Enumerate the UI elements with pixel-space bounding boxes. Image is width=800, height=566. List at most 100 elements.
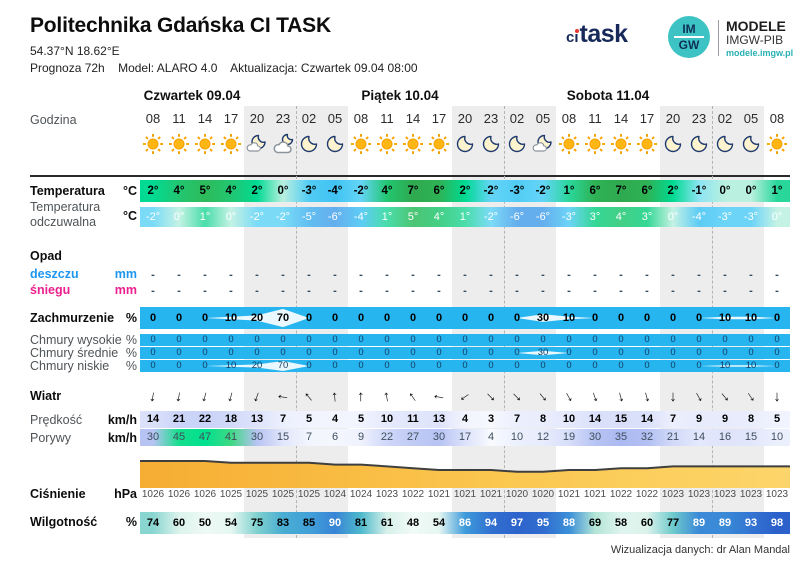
wind-gusts-strip-cell: 17 [458, 431, 472, 443]
hour-cell: 23 [691, 111, 707, 126]
wind-speed-strip-cell: 15 [614, 413, 628, 425]
imgw-logo-line1: IM [682, 22, 696, 36]
cloud-high-strip-cell: 0 [280, 334, 286, 345]
feels-like-strip-cell: 0° [667, 211, 679, 223]
snow-row-cell: - [723, 285, 727, 297]
hour-cell: 05 [535, 111, 551, 126]
wind-gusts-strip-cell: 15 [744, 431, 758, 443]
cloud-mid-strip-cell: 0 [150, 347, 156, 358]
feels-like-strip-cell: -3° [743, 211, 759, 223]
imgw-logo-line2: GW [678, 38, 700, 52]
rain-row-cell: - [385, 269, 389, 281]
citask-red-dot-icon [574, 29, 579, 34]
wind-direction-row: ↓ ↓ ↓ ↓ ↓ ↓ ↓ ↓ ↓ ↓ ↓ ↓ ↓ ↓ ↓ ↓ ↓ ↓ ↓ ↓ ↓ ↓ ↓ ↓ ↓ [140, 387, 790, 407]
wind-gusts-strip-cell: 14 [692, 431, 706, 443]
temperature-strip-cell: 6° [433, 185, 445, 197]
cloud-low-strip-cell: 0 [436, 360, 442, 371]
rain-row-cell: - [515, 269, 519, 281]
citask-logo: ci task [566, 21, 628, 47]
rain-row-cell: - [697, 269, 701, 281]
hour-cell: 08 [561, 111, 577, 126]
cloud-total-strip-cell: 0 [461, 312, 469, 324]
pressure-values-row-cell: 1023 [375, 489, 399, 500]
wind-speed-strip-cell: 9 [721, 413, 729, 425]
sun-icon [140, 132, 166, 160]
temperature-strip-cell: -3° [509, 185, 525, 197]
wind-arrow-icon: ↓ [716, 387, 734, 406]
wind-speed-strip-cell: 7 [513, 413, 521, 425]
cloud-mid-strip-cell: 0 [176, 347, 182, 358]
sun-icon [374, 132, 400, 160]
temperature-strip-cell: 6° [641, 185, 653, 197]
pressure-values-row-cell: 1021 [427, 489, 451, 500]
cloud-mid-strip-cell: 0 [514, 347, 520, 358]
wind-gusts-strip-cell: 47 [198, 431, 212, 443]
feels-like-strip: -2° 0° 1° 0° -2° -2° -5° -6° -4° 1° 5° 4° 1° -2° -6° -6… [140, 207, 790, 227]
cloud-low-strip-cell: 0 [202, 360, 208, 371]
wind-gusts-strip-cell: 12 [536, 431, 550, 443]
moon-icon [478, 132, 504, 160]
temperature-strip-cell: 2° [251, 185, 263, 197]
humidity-strip-cell: 69 [588, 517, 602, 529]
cloud-low-strip-cell: 0 [410, 360, 416, 371]
cloud-mid-strip-cell: 0 [384, 347, 390, 358]
pressure-values-row-cell: 1023 [739, 489, 763, 500]
hour-cell: 05 [327, 111, 343, 126]
cloud-high-strip-cell: 0 [670, 334, 676, 345]
cloud-low-strip: 0 0 0 10 20 70 0 0 0 0 0 0 0 0 0 0 0 0 0 0 0 0 10 10 0 [140, 360, 790, 372]
cloud-high-strip-cell: 0 [488, 334, 494, 345]
humidity-strip-cell: 83 [276, 517, 290, 529]
rain-row-cell: - [333, 269, 337, 281]
cloud-high-strip-cell: 0 [696, 334, 702, 345]
snow-row-cell: - [151, 285, 155, 297]
row-label-wind-speed: Prędkość [30, 413, 83, 427]
hour-cell: 02 [301, 111, 317, 126]
pressure-values-row-cell: 1022 [401, 489, 425, 500]
cloud-mid-strip-cell: 0 [774, 347, 780, 358]
row-label-wind-gusts: Porywy [30, 431, 71, 445]
day-header: Piątek 10.04 [361, 88, 439, 103]
wind-speed-strip-cell: 7 [669, 413, 677, 425]
cloud-low-strip-cell: 0 [696, 360, 702, 371]
sun-icon [634, 132, 660, 160]
citask-ci-text: ci [566, 29, 579, 47]
humidity-strip-cell: 60 [172, 517, 186, 529]
wind-arrow-icon: ↓ [534, 387, 552, 406]
hour-cell: 11 [588, 111, 602, 126]
humidity-strip-cell: 97 [510, 517, 524, 529]
row-label-pressure: Ciśnienie [30, 487, 86, 501]
feels-like-strip-cell: 5° [407, 211, 419, 223]
wind-speed-strip-cell: 5 [773, 413, 781, 425]
snow-row-cell: - [645, 285, 649, 297]
rain-row-cell: - [437, 269, 441, 281]
wind-arrow-icon: ↓ [330, 388, 340, 407]
pressure-values-row-cell: 1022 [635, 489, 659, 500]
unit-pressure: hPa [114, 487, 137, 501]
pressure-values-row-cell: 1025 [297, 489, 321, 500]
humidity-strip-cell: 88 [562, 517, 576, 529]
cloud-total-strip-cell: 0 [305, 312, 313, 324]
wind-gusts-strip-cell: 30 [432, 431, 446, 443]
wind-gusts-strip-cell: 7 [305, 431, 313, 443]
snow-row: ------------------------- [140, 284, 790, 299]
humidity-strip-cell: 50 [198, 517, 212, 529]
feels-like-strip-cell: 0° [173, 211, 185, 223]
row-label-snow: śniegu [30, 283, 71, 297]
modele-imgw-logo: MODELE IMGW-PIB modele.imgw.pl [726, 18, 793, 58]
hour-cell: 20 [457, 111, 473, 126]
temperature-strip-cell: -2° [535, 185, 551, 197]
snow-row-cell: - [489, 285, 493, 297]
wind-gusts-strip-cell: 30 [146, 431, 160, 443]
wind-arrow-icon: ↓ [274, 391, 293, 403]
hour-cell: 08 [769, 111, 785, 126]
cloud-mid-strip-cell: 0 [306, 347, 312, 358]
wind-gusts-strip-cell: 32 [640, 431, 654, 443]
cloud-high-strip-cell: 0 [228, 334, 234, 345]
hour-cell: 20 [665, 111, 681, 126]
snow-row-cell: - [749, 285, 753, 297]
cloud-high-strip-cell: 0 [436, 334, 442, 345]
temperature-strip-cell: 7° [407, 185, 419, 197]
forecast-meta: Prognoza 72h Model: ALARO 4.0 Aktualizac… [30, 61, 428, 75]
cloud-moon-icon [270, 132, 296, 160]
unit-wind-gusts: km/h [107, 431, 137, 445]
